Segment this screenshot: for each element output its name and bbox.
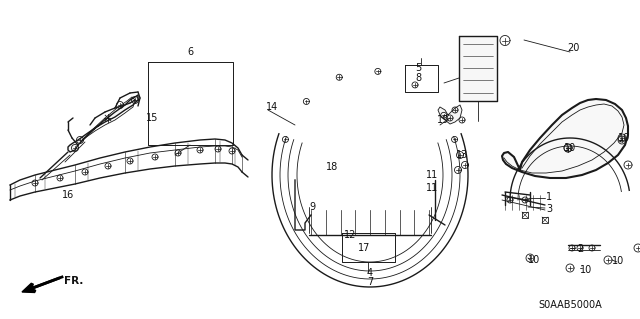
Text: 17: 17 [358, 243, 370, 253]
Text: FR.: FR. [64, 276, 83, 286]
Text: 4: 4 [367, 268, 373, 278]
Text: 10: 10 [564, 143, 576, 153]
Polygon shape [502, 99, 628, 178]
Text: 10: 10 [612, 256, 624, 266]
Text: 16: 16 [62, 190, 74, 200]
Text: 11: 11 [426, 170, 438, 180]
Text: 8: 8 [415, 73, 421, 83]
Text: 19: 19 [437, 115, 449, 125]
Text: S0AAB5000A: S0AAB5000A [538, 300, 602, 310]
Text: 18: 18 [326, 162, 338, 172]
Text: 10: 10 [580, 265, 592, 275]
Polygon shape [438, 105, 462, 124]
Text: 15: 15 [146, 113, 158, 123]
Polygon shape [459, 35, 497, 100]
Text: 10: 10 [618, 133, 630, 143]
Polygon shape [68, 95, 138, 152]
Text: 3: 3 [546, 204, 552, 214]
Text: 1: 1 [546, 192, 552, 202]
Polygon shape [22, 283, 35, 293]
Text: 6: 6 [187, 47, 193, 57]
Text: 10: 10 [528, 255, 540, 265]
Text: 14: 14 [266, 102, 278, 112]
Text: 12: 12 [344, 230, 356, 240]
Text: 7: 7 [367, 277, 373, 287]
Text: 13: 13 [456, 150, 468, 160]
Text: 2: 2 [577, 244, 583, 254]
Text: 11: 11 [426, 183, 438, 193]
Text: 5: 5 [415, 63, 421, 73]
Text: 20: 20 [567, 43, 579, 53]
Text: 9: 9 [309, 202, 315, 212]
